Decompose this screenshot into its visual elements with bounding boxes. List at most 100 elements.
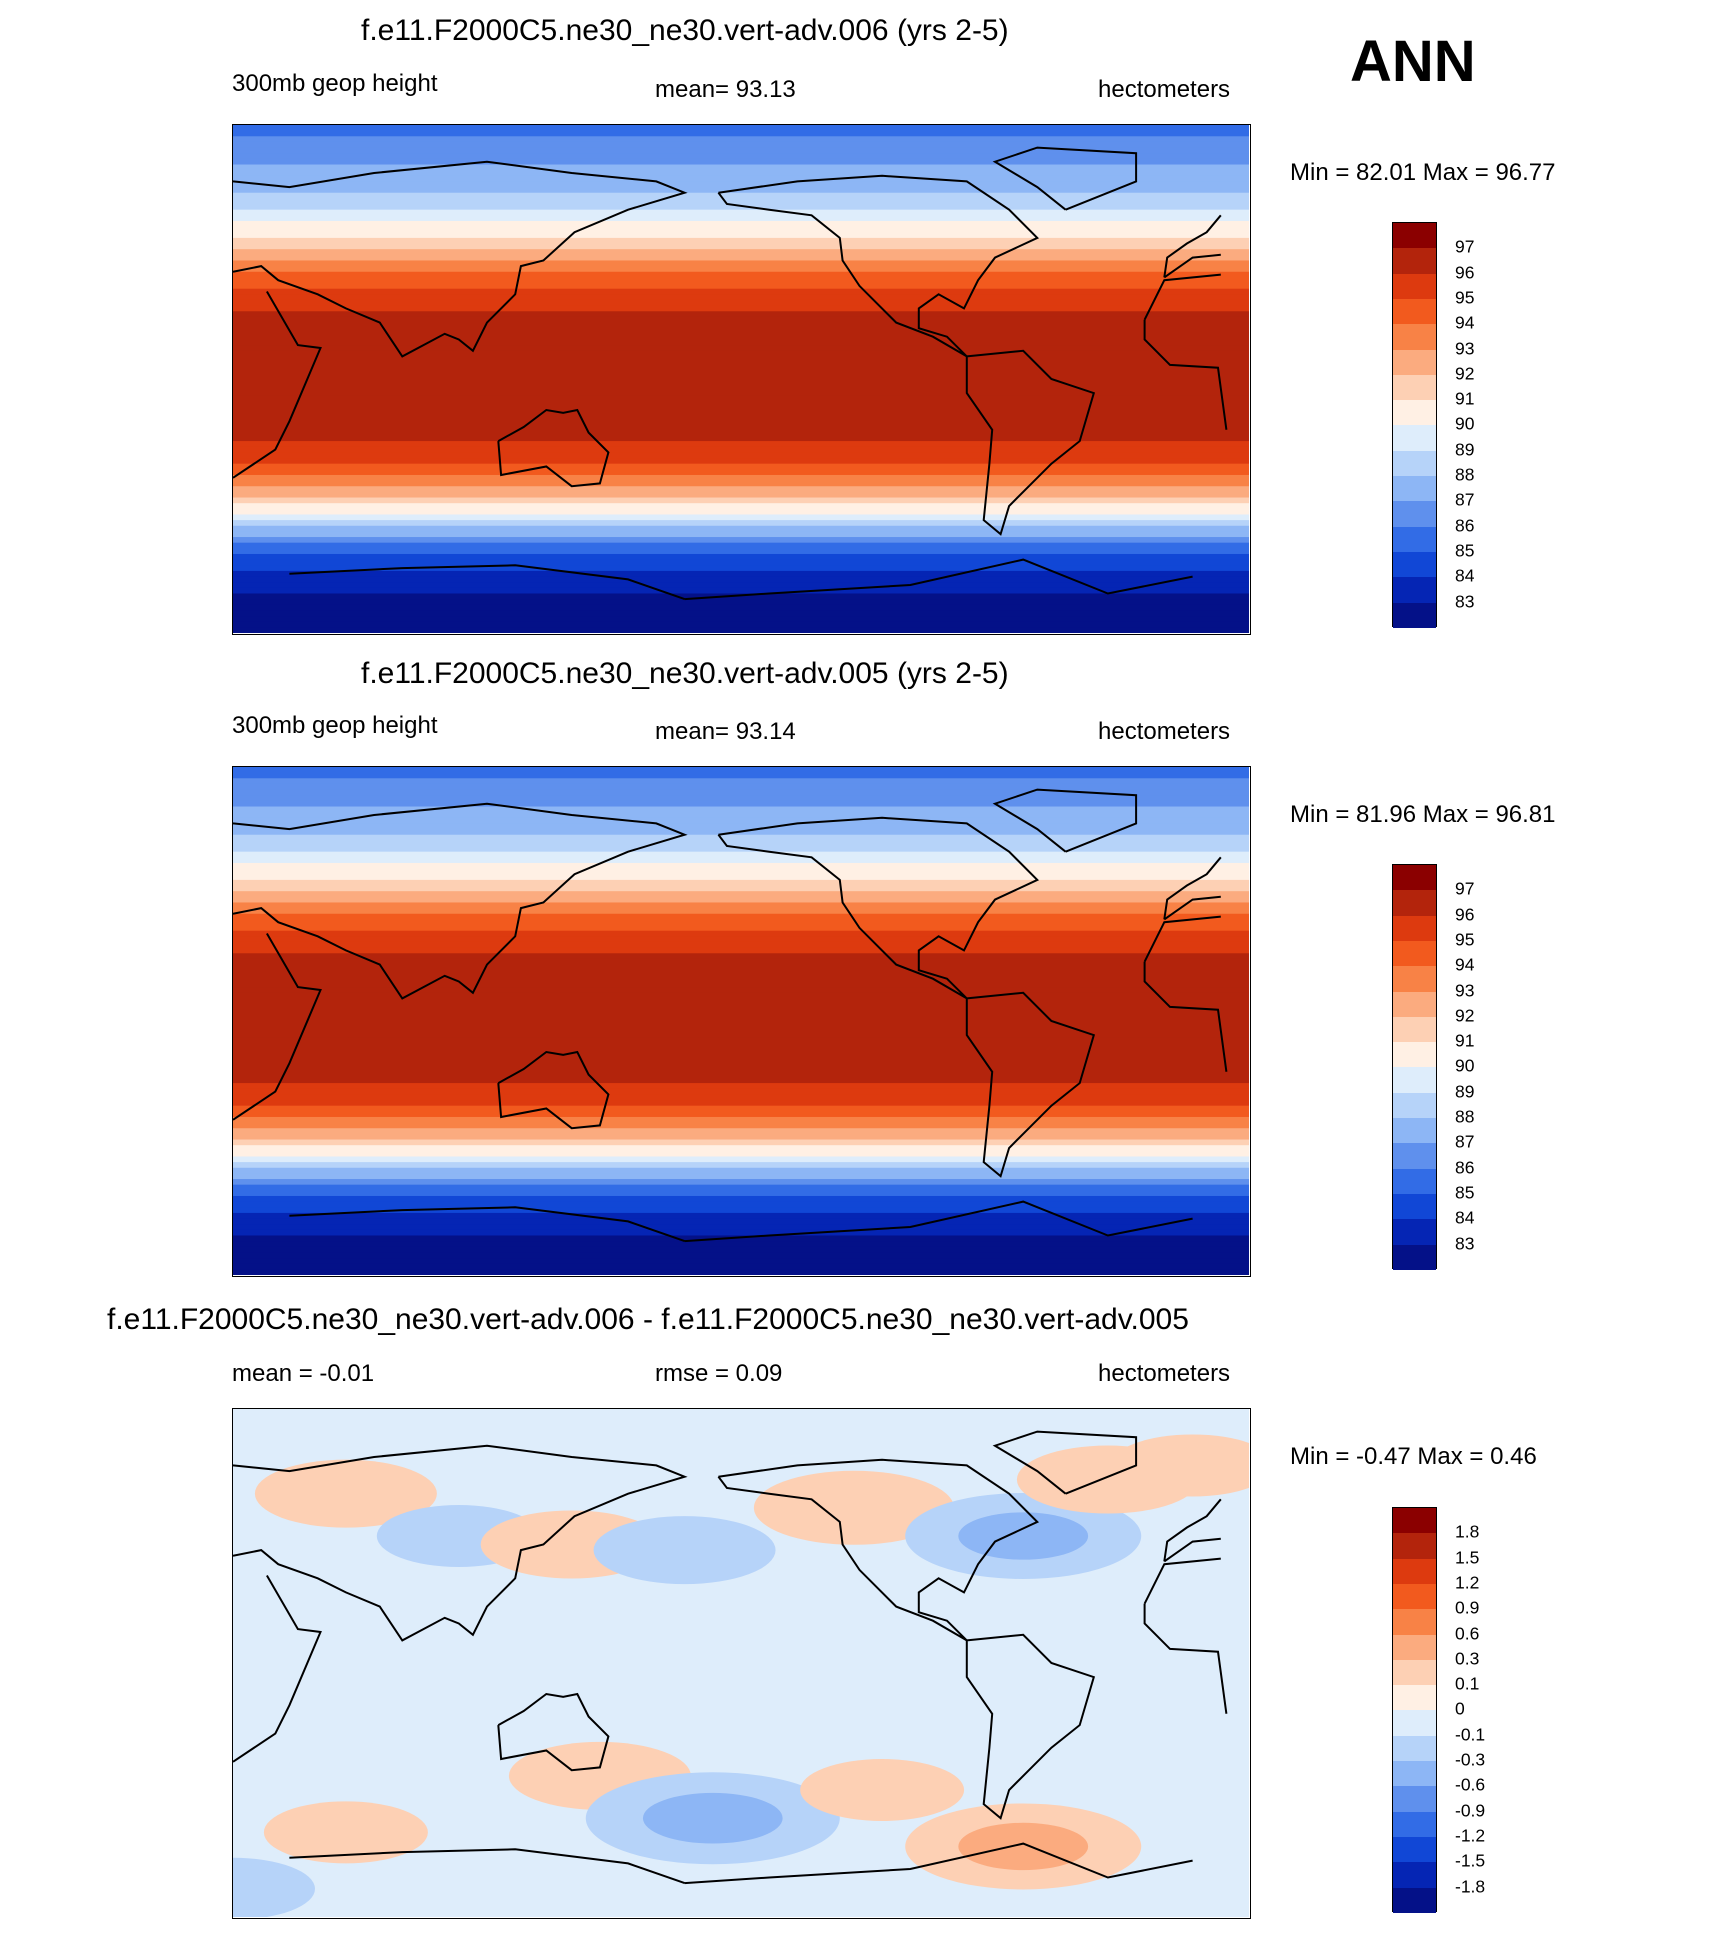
field-band (233, 1190, 1249, 1197)
field-band (233, 1207, 1249, 1214)
colorbar-tick-label: 1.5 (1455, 1547, 1480, 1568)
field-band (233, 322, 1249, 329)
field-band (233, 1195, 1249, 1203)
colorbar-tick-label: 88 (1455, 464, 1475, 485)
field-band (233, 1252, 1249, 1259)
coastline (289, 1200, 1193, 1243)
colorbar-tick-label: -1.2 (1455, 1825, 1486, 1846)
field-band (233, 806, 1249, 813)
field-band (233, 497, 1249, 504)
colorbar-segment (1393, 1887, 1436, 1914)
field-band (233, 1263, 1249, 1270)
coastline (497, 1692, 610, 1772)
field-band (233, 604, 1249, 612)
field-band (233, 947, 1249, 954)
field-band (233, 328, 1249, 335)
coastline (233, 273, 1228, 479)
field-band (233, 446, 1249, 453)
field-band (233, 198, 1249, 205)
colorbar-tick-label: 0.9 (1455, 1597, 1480, 1618)
field-band (233, 373, 1249, 380)
field-band (233, 542, 1249, 549)
field-band (233, 170, 1249, 177)
colorbar-tick-label: -0.9 (1455, 1800, 1486, 1821)
colorbar-segment (1393, 966, 1436, 992)
colorbar-segment (1393, 349, 1436, 376)
colorbar-tick-label: 93 (1455, 338, 1475, 358)
coastline (233, 802, 1222, 1000)
colorbar-tick-label: 83 (1455, 591, 1475, 611)
season-label: ANN (1350, 29, 1476, 94)
field-band (233, 772, 1249, 779)
colorbar-segment (1393, 1558, 1436, 1585)
colorbar-segment (1393, 1042, 1436, 1068)
colorbar-tick-label: 88 (1455, 1106, 1475, 1127)
field-band (233, 181, 1249, 188)
field-band (233, 215, 1249, 222)
field-band (233, 299, 1249, 307)
field-band (233, 1060, 1249, 1067)
field-band (233, 1201, 1249, 1208)
field-band (233, 1094, 1249, 1101)
field-band (233, 857, 1249, 864)
coastline (717, 816, 1040, 1000)
field-band (233, 379, 1249, 386)
field-band (233, 936, 1249, 943)
field-band (233, 435, 1249, 442)
colorbar-tick-label: 92 (1455, 1005, 1475, 1026)
field-band (233, 599, 1249, 606)
field-band (233, 254, 1249, 262)
field-band (233, 367, 1249, 374)
panel-2-mean-label: mean= 93.14 (655, 718, 796, 745)
field-band (233, 204, 1249, 211)
field-band (233, 610, 1249, 617)
field-band (233, 987, 1249, 994)
field-band (233, 1088, 1249, 1095)
colorbar-segment (1393, 1836, 1436, 1863)
field-band (233, 1054, 1249, 1062)
field-band (233, 998, 1249, 1005)
field-band (233, 941, 1249, 949)
field-band (233, 232, 1249, 239)
colorbar-tick-label: 84 (1455, 565, 1475, 586)
colorbar-segment (1393, 1067, 1436, 1094)
colorbar-segment (1393, 551, 1436, 578)
colorbar-segment (1393, 1634, 1436, 1661)
field-band (233, 970, 1249, 977)
field-band (233, 1100, 1249, 1107)
colorbar-box (1392, 222, 1437, 629)
colorbar-tick-label: 91 (1455, 388, 1475, 409)
field-band (233, 345, 1249, 352)
field-band (233, 283, 1249, 290)
field-band (233, 452, 1249, 459)
field-band (233, 249, 1249, 256)
colorbar-segment (1393, 223, 1436, 249)
coastline (717, 174, 1040, 358)
field-band (233, 891, 1249, 898)
colorbar-segment (1393, 1761, 1436, 1787)
coastline (965, 1633, 1096, 1820)
field-band (233, 862, 1249, 870)
colorbar-segment (1393, 526, 1436, 553)
field-band (233, 851, 1249, 858)
colorbar-tick-label: 86 (1455, 1157, 1475, 1178)
field-band (233, 1128, 1249, 1135)
colorbar-tick-label: 83 (1455, 1233, 1475, 1253)
anomaly-outer (800, 1759, 965, 1821)
colorbar-segment (1393, 476, 1436, 502)
panel-3-rmse-label: rmse = 0.09 (655, 1360, 783, 1387)
colorbar-tick-label: 91 (1455, 1030, 1475, 1051)
field-band (233, 621, 1249, 628)
field-band (233, 925, 1249, 932)
colorbar-tick-label: 86 (1455, 515, 1475, 536)
colorbar-box (1392, 1507, 1437, 1914)
field-band (233, 130, 1249, 137)
field-band (233, 395, 1249, 403)
field-band (233, 868, 1249, 875)
panel-3-mean-label: mean = -0.01 (232, 1360, 375, 1387)
field-band (233, 531, 1249, 538)
field-band (233, 175, 1249, 183)
coastline (992, 788, 1138, 853)
field-band (233, 1026, 1249, 1033)
field-band (233, 874, 1249, 881)
